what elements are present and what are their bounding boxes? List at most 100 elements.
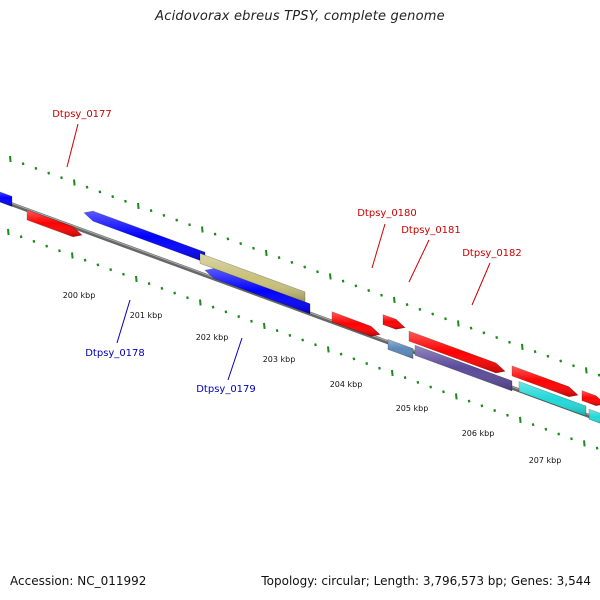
inner-tick	[570, 437, 573, 441]
gene-arrow-shading	[332, 311, 380, 337]
accession-text: Accession: NC_011992	[10, 574, 147, 588]
outer-tick	[252, 246, 255, 250]
gene-label: Dtpsy_0179	[196, 384, 256, 395]
inner-tick	[314, 343, 317, 347]
outer-tick	[303, 265, 307, 269]
outer-tick	[444, 317, 447, 321]
outer-tick	[469, 326, 473, 330]
inner-tick	[186, 296, 189, 300]
inner-tick	[135, 275, 138, 283]
inner-tick	[250, 319, 253, 323]
inner-tick	[416, 380, 420, 384]
gene-arrow-shading	[0, 192, 12, 207]
gene-arrow-shading	[205, 268, 310, 314]
outer-tick	[188, 223, 191, 227]
gene-arrow-shading	[512, 365, 578, 397]
outer-tick	[137, 202, 140, 210]
outer-tick	[85, 185, 89, 189]
inner-tick	[71, 252, 74, 259]
outer-tick	[482, 331, 486, 335]
callout-line	[116, 299, 131, 344]
outer-tick	[533, 350, 537, 354]
inner-tick	[173, 291, 177, 295]
outer-tick	[393, 296, 396, 304]
inner-tick	[263, 322, 266, 330]
outer-tick	[34, 166, 38, 170]
inner-tick	[352, 357, 356, 361]
gene-arrow-shading	[388, 339, 413, 359]
inner-tick	[557, 432, 561, 436]
outer-tick	[341, 279, 345, 283]
inner-tick	[467, 399, 471, 403]
inner-tick	[339, 352, 343, 356]
outer-tick	[405, 303, 409, 307]
outer-tick	[265, 249, 268, 257]
outer-tick	[226, 237, 230, 241]
gene-label: Dtpsy_0178	[85, 348, 145, 359]
inner-tick	[531, 423, 535, 427]
outer-tick	[495, 336, 499, 340]
ruler-label: 201 kbp	[130, 311, 163, 320]
ruler-label: 204 kbp	[330, 380, 363, 389]
outer-tick	[201, 226, 204, 233]
gene-arrow-shading	[27, 209, 82, 237]
callout-line	[66, 123, 79, 168]
gene-arrow-shading	[409, 331, 505, 373]
inner-tick	[365, 362, 369, 366]
inner-tick	[327, 346, 330, 353]
inner-tick	[493, 409, 497, 413]
inner-tick	[506, 413, 509, 417]
outer-tick	[585, 367, 588, 374]
outer-tick	[124, 199, 127, 203]
callout-line	[227, 337, 243, 381]
outer-tick	[21, 162, 25, 166]
outer-tick	[162, 213, 166, 217]
inner-tick	[211, 305, 215, 309]
inner-tick	[199, 299, 202, 306]
inner-tick	[58, 249, 61, 253]
inner-tick	[595, 446, 599, 450]
inner-tick	[32, 239, 36, 243]
inner-tick	[109, 268, 113, 272]
outer-tick	[98, 190, 102, 194]
outer-tick	[329, 273, 332, 280]
gene-label: Dtpsy_0180	[357, 208, 417, 219]
ruler-label: 206 kbp	[462, 429, 495, 438]
outer-tick	[149, 209, 153, 213]
outer-tick	[277, 256, 281, 260]
inner-tick	[224, 310, 228, 314]
inner-tick	[378, 366, 381, 370]
outer-tick	[354, 284, 358, 288]
ruler-label: 205 kbp	[396, 404, 429, 413]
outer-tick	[521, 343, 524, 351]
gene-label: Dtpsy_0177	[52, 109, 112, 120]
inner-tick	[442, 390, 445, 394]
inner-tick	[544, 427, 548, 431]
outer-tick	[457, 320, 460, 327]
outer-tick	[316, 270, 319, 274]
inner-tick	[83, 258, 87, 262]
outer-tick	[546, 354, 550, 358]
outer-tick	[213, 232, 217, 236]
inner-tick	[45, 244, 49, 248]
gene-arrow-shading	[383, 314, 405, 330]
inner-tick	[519, 416, 522, 424]
map-title: Acidovorax ebreus TPSY, complete genome	[155, 9, 445, 24]
gene-arrow-shading	[589, 409, 600, 424]
gene-arrow-shading	[84, 211, 205, 263]
outer-tick	[597, 373, 600, 377]
inner-tick	[160, 286, 164, 290]
inner-tick	[237, 315, 241, 319]
gene-arrow-shading	[582, 390, 600, 406]
gene-arrow-shading	[415, 345, 512, 391]
inner-tick	[480, 404, 484, 408]
inner-tick	[391, 369, 394, 377]
callout-line	[408, 239, 430, 283]
gene-arrow-shading	[519, 381, 586, 417]
inner-tick	[288, 333, 292, 337]
gene-callouts: Dtpsy_0177 Dtpsy_0178 Dtpsy_0179 Dtpsy_0180…	[52, 109, 522, 395]
inner-tick	[19, 235, 23, 239]
outer-tick	[111, 195, 115, 199]
